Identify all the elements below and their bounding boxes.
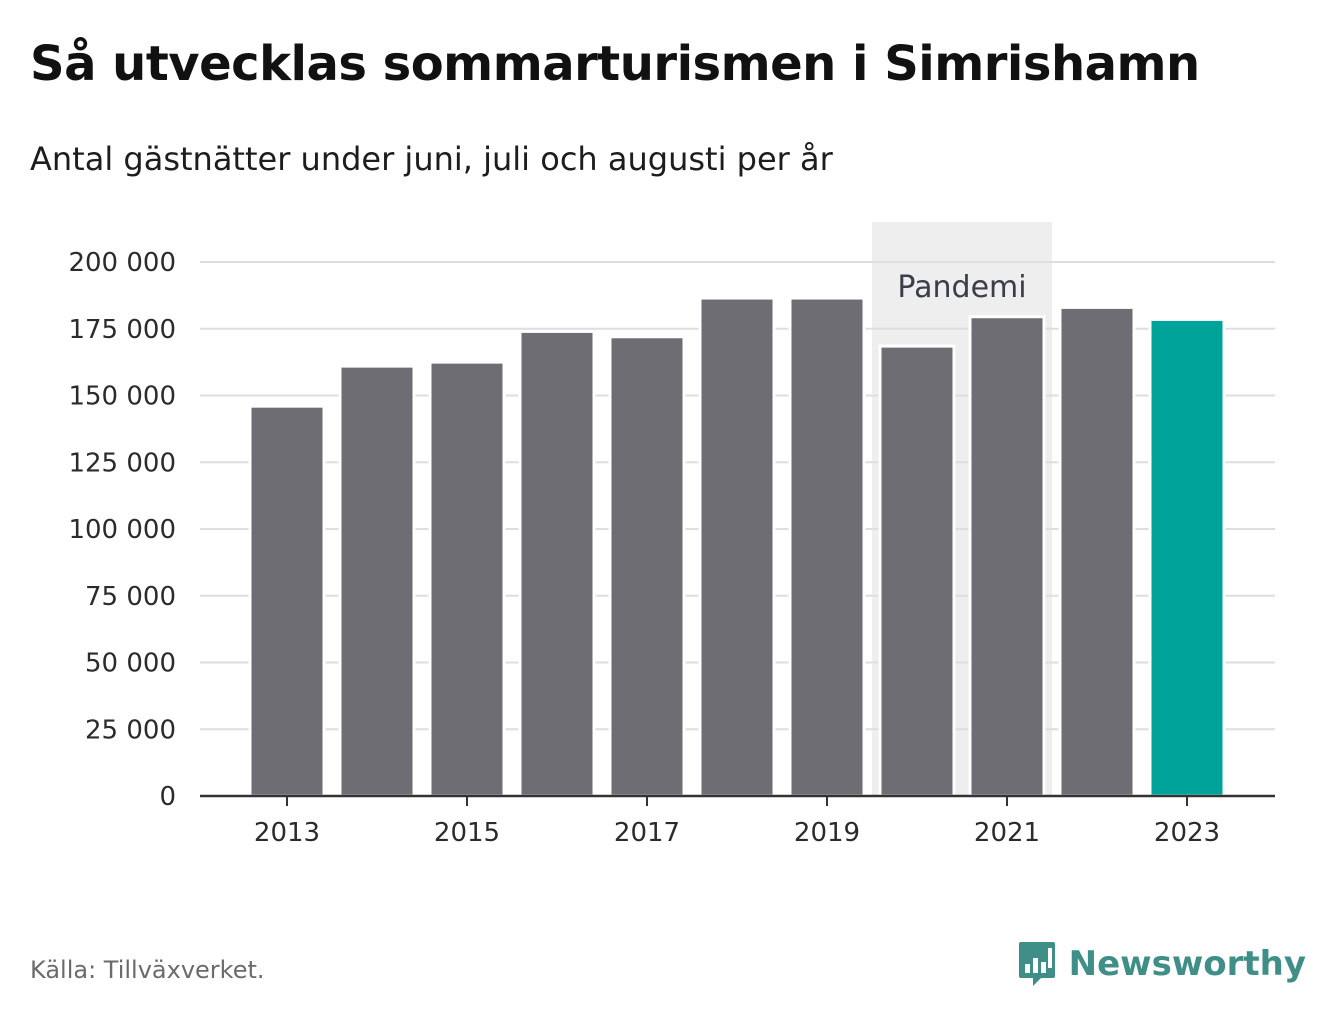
bar-2015 bbox=[428, 360, 506, 798]
y-tick-label: 175 000 bbox=[68, 315, 176, 345]
bar-2021 bbox=[968, 315, 1046, 798]
bar-2019 bbox=[788, 296, 866, 798]
x-axis bbox=[200, 794, 1275, 806]
bars bbox=[248, 296, 1226, 798]
y-tick-label: 25 000 bbox=[85, 715, 176, 745]
brand-name: Newsworthy bbox=[1068, 944, 1306, 984]
chart-title: Så utvecklas sommarturismen i Simrishamn bbox=[30, 36, 1200, 92]
x-tick-label: 2013 bbox=[254, 818, 320, 848]
y-tick-label: 75 000 bbox=[85, 582, 176, 612]
chart-subtitle: Antal gästnätter under juni, juli och au… bbox=[30, 140, 833, 178]
bar-2022 bbox=[1058, 305, 1136, 798]
y-tick-label: 125 000 bbox=[68, 448, 176, 478]
x-tick-label: 2017 bbox=[614, 818, 680, 848]
bar-2018 bbox=[698, 296, 776, 798]
bar-2017 bbox=[608, 335, 686, 798]
brand-logo: Newsworthy bbox=[1017, 940, 1306, 988]
bar-2016 bbox=[518, 329, 596, 798]
source-note: Källa: Tillväxverket. bbox=[30, 956, 265, 984]
y-tick-label: 0 bbox=[159, 782, 176, 812]
bar-2013 bbox=[248, 404, 326, 798]
x-axis-labels: 2013 2015 2017 2019 2021 2023 bbox=[254, 818, 1220, 848]
x-tick-label: 2015 bbox=[434, 818, 500, 848]
y-tick-label: 200 000 bbox=[68, 248, 176, 278]
bar-2023 bbox=[1148, 317, 1226, 798]
y-axis-labels: 0 25 000 50 000 75 000 100 000 125 000 150 000… bbox=[68, 248, 176, 812]
pandemic-band-label: Pandemi bbox=[897, 270, 1026, 305]
y-tick-label: 50 000 bbox=[85, 649, 176, 679]
y-tick-label: 150 000 bbox=[68, 382, 176, 412]
bar-2020 bbox=[878, 344, 956, 798]
x-tick-label: 2021 bbox=[974, 818, 1040, 848]
x-tick-label: 2023 bbox=[1154, 818, 1220, 848]
bar-chart-speech-bubble-icon bbox=[1018, 942, 1055, 986]
x-tick-label: 2019 bbox=[794, 818, 860, 848]
y-tick-label: 100 000 bbox=[68, 515, 176, 545]
bar-2014 bbox=[338, 364, 416, 798]
bar-chart: Pandemi 0 25 000 50 000 75 000 100 000 125 00… bbox=[68, 222, 1275, 848]
